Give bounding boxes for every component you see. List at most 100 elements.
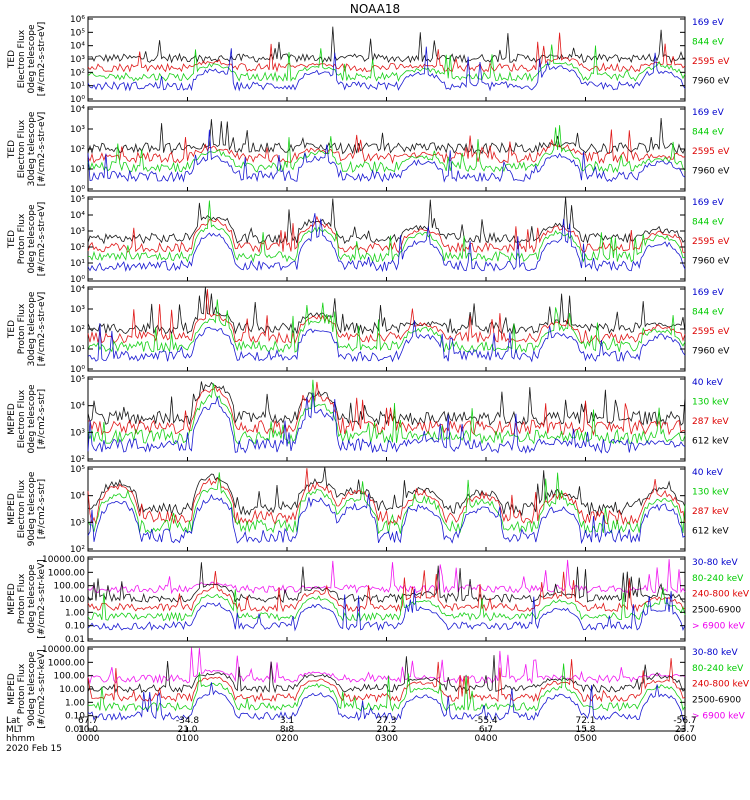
ylabel-line: [#/cm2-s-str-eV]: [37, 22, 47, 97]
ylabel-group: MEPED Electron Flux 90deg telescope [#/cm2-…: [7, 471, 47, 546]
ytick-label: 10²: [70, 325, 85, 335]
legend-entry: 2595 eV: [692, 147, 730, 157]
ytick-label: 10⁰: [70, 365, 85, 375]
series-line-612-kev: [87, 381, 686, 426]
ytick-label: 0.10: [65, 712, 85, 722]
series-line-130-kev: [87, 472, 686, 535]
ylabel-line: MEPED: [7, 673, 17, 705]
ytick-label: 10⁰: [70, 275, 85, 285]
ylabel-line: Electron Flux: [17, 29, 27, 88]
legend-entry: 612 keV: [692, 437, 729, 447]
ylabel-line: TED: [7, 230, 17, 249]
xaxis-hhmm-value: 0100: [176, 734, 199, 744]
series-line-80-240-kev: [88, 663, 686, 712]
series-line-2595-ev: [87, 129, 686, 165]
legend-entry: 7960 eV: [692, 347, 730, 357]
ytick-label: 10⁶: [70, 15, 85, 25]
legend-entry: 287 keV: [692, 417, 729, 427]
series-line-844-ev: [87, 299, 686, 354]
ylabel-line: MEPED: [7, 583, 17, 615]
ylabel-line: 30deg telescope: [27, 111, 37, 186]
ytick-label: 10000.00: [42, 645, 85, 655]
ylabel-line: Proton Flux: [17, 573, 27, 624]
ytick-label: 1000.00: [48, 658, 85, 668]
legend-entry: > 6900 keV: [692, 621, 746, 631]
ytick-label: 10⁴: [70, 105, 85, 115]
legend-entry: 40 keV: [692, 378, 724, 388]
ytick-label: 10⁰: [70, 185, 85, 195]
ytick-label: 0.01: [65, 635, 85, 645]
legend-entry: 844 eV: [692, 218, 725, 228]
ytick-label: 10¹: [70, 82, 85, 92]
series-line-30-80-kev: [87, 588, 686, 632]
ylabel-line: [#/cm2-s-str]: [37, 389, 47, 449]
ylabel-line: Proton Flux: [17, 303, 27, 354]
xaxis-mlt-value: 8.8: [279, 725, 295, 735]
series-line-612-kev: [87, 466, 686, 517]
series-line-2500-6900: [87, 562, 686, 604]
ylabel-line: [#/cm2-s-str-eV]: [37, 112, 47, 187]
ytick-label: 10¹: [70, 165, 85, 175]
ytick-label: 10³: [70, 125, 85, 135]
date-label: 2020 Feb 15: [6, 744, 63, 754]
panel-0: 7960 eV 2595 eV 844 eV 169 eV 10⁶ 10⁵ 10⁴ 10³ 10…: [7, 15, 730, 105]
xaxis-hhmm-value: 0400: [474, 734, 498, 744]
xaxis-lat-value: 67.7: [77, 716, 99, 726]
legend-entry: 287 keV: [692, 507, 729, 517]
xaxis-lat-value: -34.8: [175, 716, 200, 726]
xaxis-mlt-value: 10.0: [77, 725, 99, 735]
legend-entry: 130 keV: [692, 398, 729, 408]
series-line-7960-ev: [87, 286, 686, 335]
xaxis-lat-value: -55.4: [474, 716, 498, 726]
ytick-label: 100.00: [54, 672, 86, 682]
ytick-label: 10⁴: [70, 211, 85, 221]
xaxis-mlt-value: 23.7: [674, 725, 696, 735]
series-line-169-ev: [87, 46, 686, 92]
ylabel-line: TED: [7, 140, 17, 159]
xaxis-hhmm-value: 0500: [574, 734, 597, 744]
ytick-label: 0.01: [65, 725, 85, 735]
xaxis-label-mlt: MLT: [6, 725, 24, 735]
xaxis-label-lat: Lat: [6, 716, 21, 726]
series-line-169-ev: [87, 320, 686, 363]
series-line-844-ev: [87, 125, 686, 174]
ylabel-line: TED: [7, 50, 17, 69]
series-line-844-ev: [87, 200, 686, 264]
series-line-844-ev: [87, 44, 686, 83]
ylabel-line: [#/cm2-s-str-eV]: [37, 202, 47, 277]
ytick-label: 10⁵: [70, 28, 85, 38]
series-line-30-80-kev: [87, 682, 686, 721]
ylabel-line: Electron Flux: [17, 389, 27, 448]
ytick-label: 10⁰: [70, 95, 85, 105]
series-line-169-ev: [87, 213, 686, 273]
ylabel-line: 0deg telescope: [27, 24, 37, 94]
ylabel-line: 0deg telescope: [27, 564, 37, 634]
legend-entry: 240-800 keV: [692, 680, 750, 690]
ytick-label: 10⁴: [70, 402, 85, 412]
ylabel-line: 90deg telescope: [27, 471, 37, 546]
ytick-label: 10⁴: [70, 42, 85, 52]
ytick-label: 10⁵: [70, 465, 85, 475]
series-line-7960-ev: [87, 196, 686, 245]
ylabel-group: MEPED Electron Flux 0deg telescope [#/cm2-s…: [7, 384, 47, 454]
series-line-2595-ev: [87, 32, 686, 73]
ytick-label: 10000.00: [42, 555, 85, 565]
ylabel-line: [#/cm2-s-str-keV]: [37, 559, 47, 638]
ylabel-line: MEPED: [7, 403, 17, 435]
panel-3: 7960 eV 2595 eV 844 eV 169 eV 10⁴ 10³ 10² 10¹ 10…: [7, 285, 730, 375]
xaxis-mlt-value: 15.8: [575, 725, 596, 735]
panel-5: 612 keV 287 keV 130 keV 40 keV 10⁵ 10⁴ 10³ 10² M…: [7, 465, 729, 555]
ytick-label: 1.00: [65, 608, 85, 618]
ytick-label: 10⁵: [70, 195, 85, 205]
series-line-7960-ev: [87, 26, 686, 64]
legend-entry: 844 eV: [692, 308, 725, 318]
ytick-label: 10⁵: [70, 375, 85, 385]
ytick-label: 10³: [70, 55, 85, 65]
figure-title: NOAA18: [349, 2, 401, 16]
ytick-label: 10²: [70, 243, 85, 253]
legend-entry: 240-800 keV: [692, 590, 750, 600]
xaxis-lat-value: 27.3: [376, 716, 397, 726]
legend-entry: 169 eV: [692, 198, 725, 208]
ytick-label: 0.10: [65, 622, 85, 632]
